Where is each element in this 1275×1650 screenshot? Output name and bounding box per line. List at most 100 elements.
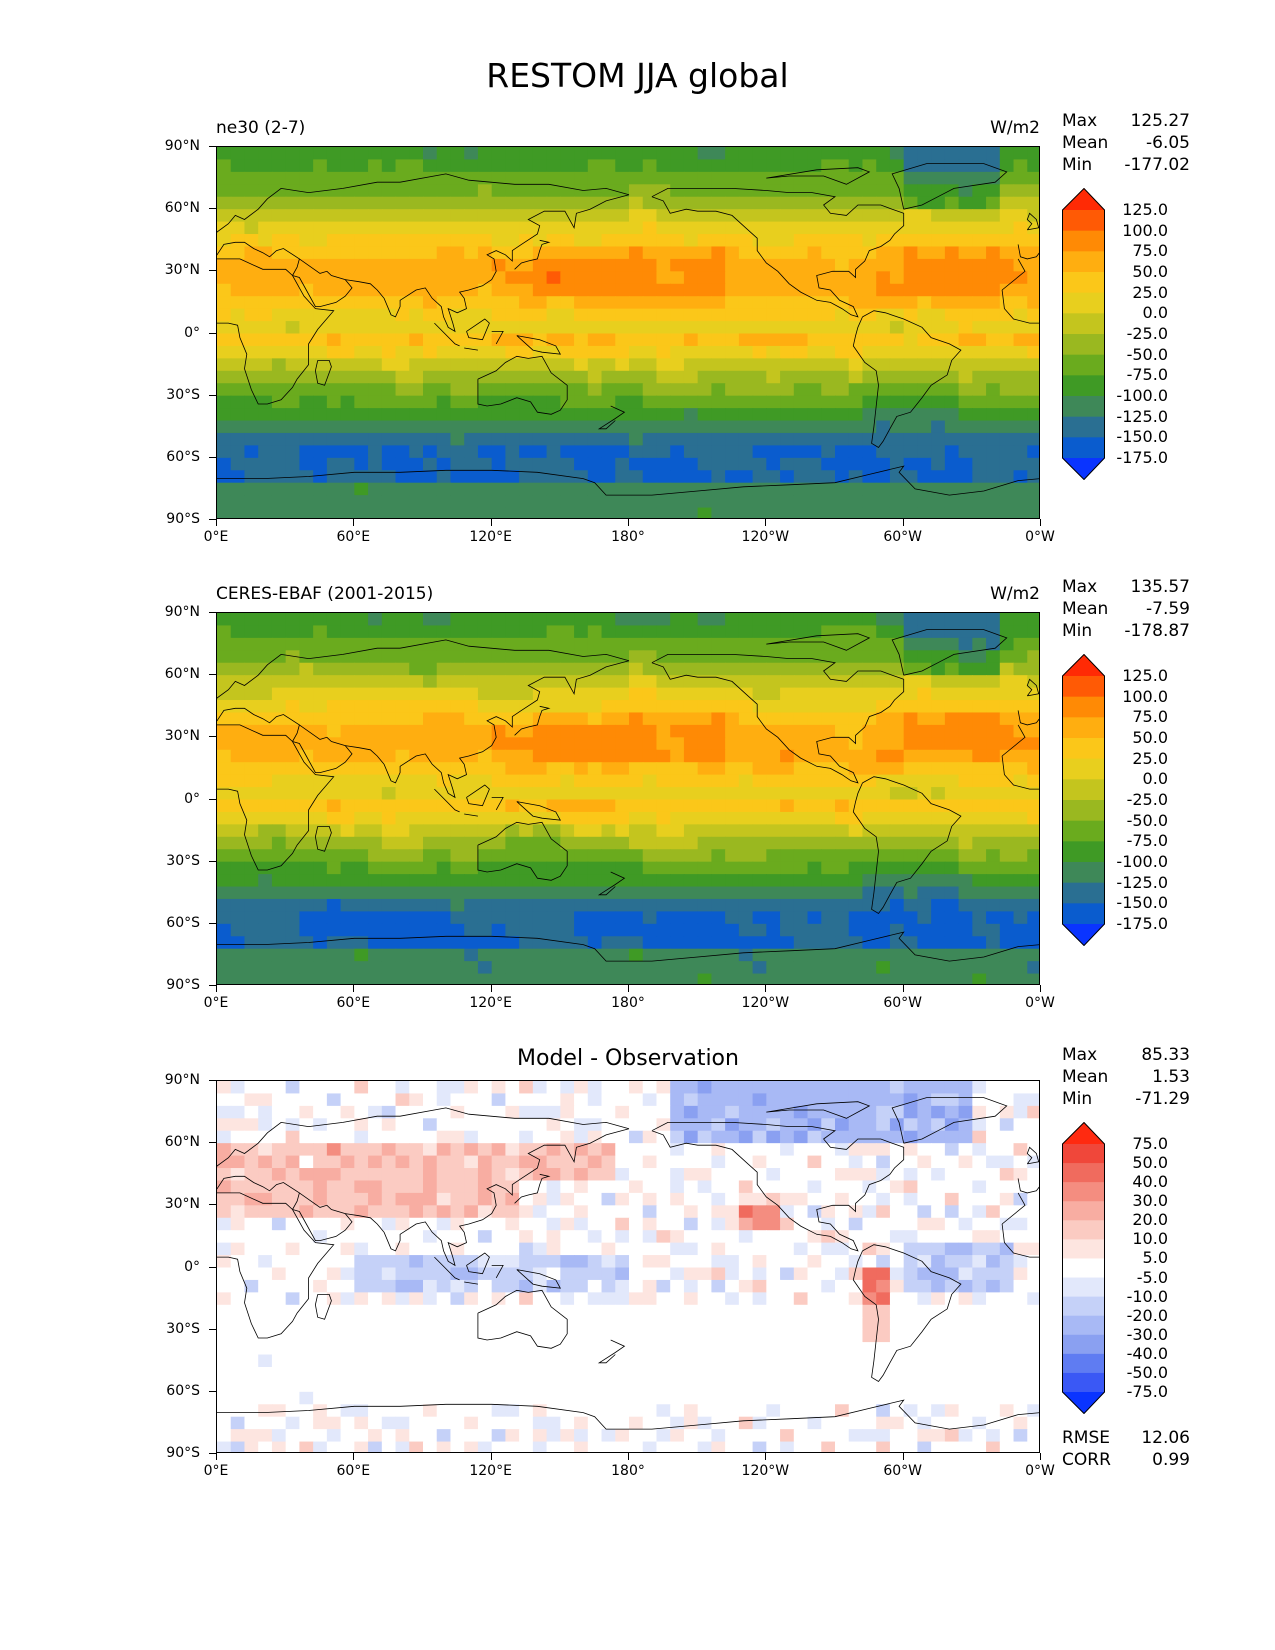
field-cell	[450, 1205, 465, 1219]
field-cell	[326, 687, 342, 701]
field-cell	[615, 1242, 630, 1256]
field-cell	[464, 333, 479, 347]
field-cell	[230, 1329, 246, 1343]
field-cell	[409, 774, 424, 788]
field-cell	[972, 762, 987, 776]
field-cell	[1013, 196, 1028, 210]
field-cell	[601, 625, 616, 639]
field-cell	[738, 1093, 754, 1107]
field-cell	[725, 1255, 740, 1269]
colorbar-tick-label: -125.0	[1116, 872, 1168, 892]
field-cell	[532, 737, 548, 751]
field-cell	[697, 1255, 712, 1269]
field-cell	[450, 898, 465, 912]
field-cell	[999, 432, 1015, 446]
field-cell	[725, 836, 740, 850]
field-cell	[958, 420, 973, 434]
stat-value: -177.02	[1124, 155, 1190, 175]
field-cell	[642, 308, 658, 322]
field-cell	[642, 1205, 658, 1219]
field-cell	[903, 457, 918, 471]
field-cell	[876, 948, 891, 962]
field-cell	[491, 1118, 506, 1132]
field-cell	[285, 1255, 300, 1269]
field-cell	[848, 874, 864, 888]
field-cell	[711, 321, 726, 335]
field-cell	[491, 737, 506, 751]
field-cell	[217, 495, 232, 509]
field-cell	[629, 613, 644, 627]
field-cell	[505, 1093, 520, 1107]
field-cell	[711, 171, 726, 185]
field-cell	[615, 1304, 630, 1318]
field-cell	[491, 432, 506, 446]
field-cell	[587, 1292, 603, 1306]
field-cell	[889, 1279, 905, 1293]
field-cell	[1013, 1118, 1028, 1132]
field-cell	[807, 1205, 822, 1219]
field-cell	[532, 283, 548, 297]
field-cell	[532, 221, 548, 235]
field-cell	[601, 1081, 616, 1095]
field-cell	[436, 184, 452, 198]
field-cell	[876, 936, 891, 950]
field-cell	[395, 737, 410, 751]
field-cell	[807, 234, 822, 248]
field-cell	[931, 1118, 946, 1132]
field-cell	[244, 1242, 259, 1256]
field-cell	[546, 221, 561, 235]
field-cell	[436, 445, 452, 459]
field-cell	[999, 923, 1015, 937]
field-cell	[491, 383, 506, 397]
coastline	[491, 796, 504, 811]
field-cell	[958, 470, 973, 484]
field-cell	[340, 836, 355, 850]
field-cell	[326, 1081, 342, 1095]
field-cell	[615, 836, 630, 850]
field-cell	[532, 625, 548, 639]
field-cell	[258, 1081, 273, 1095]
field-cell	[972, 383, 987, 397]
field-cell	[642, 886, 658, 900]
field-cell	[519, 948, 534, 962]
colorbar-segment	[1062, 717, 1105, 739]
field-cell	[862, 234, 877, 248]
field-cell	[313, 1255, 328, 1269]
field-cell	[574, 886, 589, 900]
field-cell	[670, 613, 685, 627]
field-cell	[629, 383, 644, 397]
field-cell	[807, 749, 822, 763]
field-cell	[752, 1130, 767, 1144]
field-cell	[271, 345, 287, 359]
field-cell	[601, 824, 616, 838]
field-cell	[258, 836, 273, 850]
field-cell	[683, 495, 699, 509]
coastline	[1001, 289, 1039, 324]
field-cell	[958, 836, 973, 850]
field-cell	[629, 1155, 644, 1169]
field-cell	[244, 861, 259, 875]
field-cell	[299, 159, 314, 173]
field-cell	[505, 1267, 520, 1281]
field-cell	[244, 445, 259, 459]
field-cell	[217, 1081, 232, 1095]
field-cell	[1013, 457, 1028, 471]
field-cell	[697, 1180, 712, 1194]
field-cell	[725, 911, 740, 925]
field-cell	[519, 296, 534, 310]
field-cell	[258, 886, 273, 900]
colorbar-segment	[1062, 841, 1105, 863]
field-cell	[642, 432, 658, 446]
field-cell	[903, 1081, 918, 1095]
field-cell	[258, 420, 273, 434]
field-cell	[587, 787, 603, 801]
field-cell	[326, 432, 342, 446]
field-cell	[436, 395, 452, 409]
field-cell	[780, 675, 795, 689]
field-cell	[697, 209, 712, 223]
field-cell	[642, 296, 658, 310]
field-cell	[574, 1081, 589, 1095]
field-cell	[230, 961, 246, 975]
field-cell	[615, 1230, 630, 1244]
field-cell	[642, 700, 658, 714]
